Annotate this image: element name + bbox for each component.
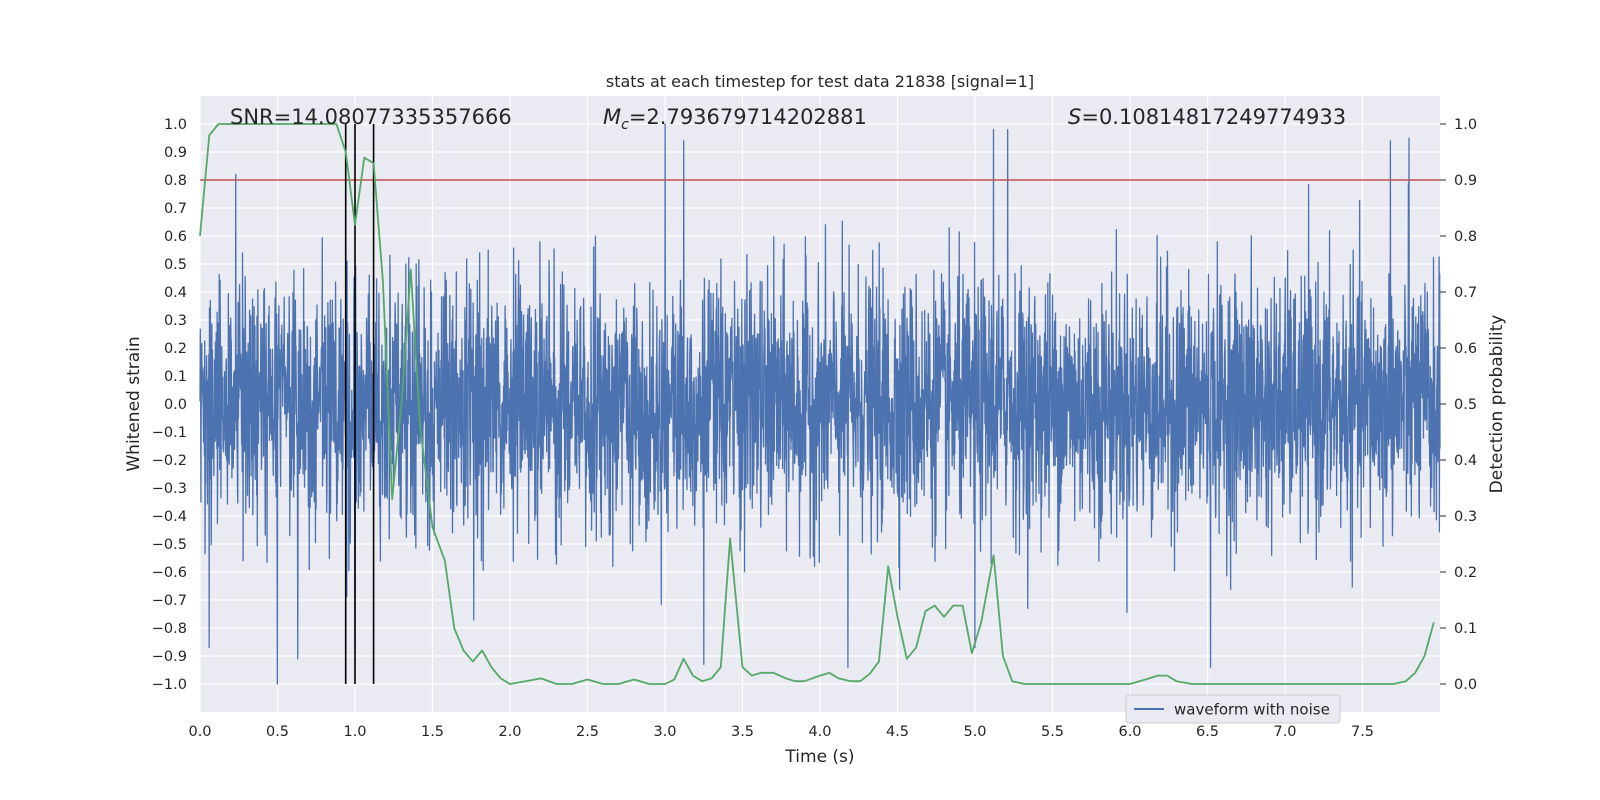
y-tick-label-right: 0.0: [1454, 677, 1477, 693]
x-tick-label: 3.0: [653, 724, 676, 740]
x-tick-label: 5.0: [963, 724, 986, 740]
y-tick-label-right: 0.1: [1454, 621, 1477, 637]
y-tick-label-left: −0.2: [152, 453, 187, 469]
chart-title: stats at each timestep for test data 218…: [606, 72, 1034, 91]
waveform-line: [199, 123, 1441, 685]
y-tick-label-left: 0.9: [164, 145, 187, 161]
y-tick-label-left: 0.4: [164, 285, 187, 301]
annotation-snr: SNR=14.08077335357666: [230, 105, 512, 129]
y-tick-label-right: 0.8: [1454, 229, 1477, 245]
annotation-mc-sub: c: [621, 117, 629, 133]
x-tick-label: 3.5: [731, 724, 754, 740]
y-tick-label-left: −0.7: [152, 593, 187, 609]
y-tick-label-right: 0.2: [1454, 565, 1477, 581]
x-tick-label: 0.5: [266, 724, 289, 740]
y-tick-label-left: −0.9: [152, 649, 187, 665]
y-tick-label-left: 0.6: [164, 229, 187, 245]
vertical-markers: [344, 124, 375, 684]
y-axis-label-right: Detection probability: [1487, 315, 1507, 494]
y-tick-label-left: −0.6: [152, 565, 187, 581]
annotation-mc-symbol: M: [603, 105, 621, 129]
y-tick-label-left: 0.7: [164, 201, 187, 217]
y-tick-label-left: 0.3: [164, 313, 187, 329]
y-tick-label-left: −0.5: [152, 537, 187, 553]
y-tick-label-left: −0.1: [152, 425, 187, 441]
y-tick-label-left: 0.8: [164, 173, 187, 189]
y-axis-label-left: Whitened strain: [124, 336, 144, 471]
annotation-mc-value: =2.793679714202881: [629, 105, 867, 129]
annotation-s: S=0.10814817249774933: [1068, 105, 1346, 129]
x-axis-label: Time (s): [784, 747, 854, 767]
y-tick-label-left: −0.4: [152, 509, 187, 525]
annotation-mc: Mc=2.793679714202881: [603, 105, 867, 133]
y-tick-label-left: 0.0: [164, 397, 187, 413]
x-tick-label: 4.5: [886, 724, 909, 740]
y-tick-label-right: 0.3: [1454, 509, 1477, 525]
y-tick-label-right: 0.5: [1454, 397, 1477, 413]
y-tick-label-right: 0.4: [1454, 453, 1477, 469]
probability-series-group: [199, 123, 1435, 685]
ticks: 0.0 0.5 1.0 1.5 2.0 2.5 3.0 3.5 4.0 4.5 5.0 5.5 6.0 6…: [152, 117, 1477, 740]
y-tick-label-left: 0.2: [164, 341, 187, 357]
x-tick-label: 7.0: [1273, 724, 1296, 740]
y-tick-label-left: 0.5: [164, 257, 187, 273]
y-tick-label-left: 1.0: [164, 117, 187, 133]
legend: waveform with noise: [1125, 694, 1341, 724]
x-tick-label: 2.0: [498, 724, 521, 740]
annotation-s-symbol: S: [1068, 105, 1081, 129]
waveform-series: [199, 123, 1441, 685]
legend-box: [1125, 694, 1341, 724]
x-tick-label: 1.5: [421, 724, 444, 740]
x-tick-label: 4.0: [808, 724, 831, 740]
y-tick-label-left: −0.8: [152, 621, 187, 637]
legend-label: waveform with noise: [1174, 701, 1330, 719]
y-tick-label-right: 0.9: [1454, 173, 1477, 189]
x-tick-label: 7.5: [1351, 724, 1374, 740]
x-tick-label: 5.5: [1041, 724, 1064, 740]
y-tick-label-left: 0.1: [164, 369, 187, 385]
y-tick-label-left: −1.0: [152, 677, 187, 693]
x-tick-label: 6.5: [1196, 724, 1219, 740]
y-tick-label-right: 0.6: [1454, 341, 1477, 357]
annotation-s-value: =0.10814817249774933: [1081, 105, 1346, 129]
x-tick-label: 6.0: [1118, 724, 1141, 740]
probability-line: [199, 123, 1435, 685]
x-tick-label: 0.0: [188, 724, 211, 740]
x-tick-label: 2.5: [576, 724, 599, 740]
y-tick-label-right: 1.0: [1454, 117, 1477, 133]
y-tick-label-right: 0.7: [1454, 285, 1477, 301]
y-tick-label-left: −0.3: [152, 481, 187, 497]
x-tick-label: 1.0: [343, 724, 366, 740]
